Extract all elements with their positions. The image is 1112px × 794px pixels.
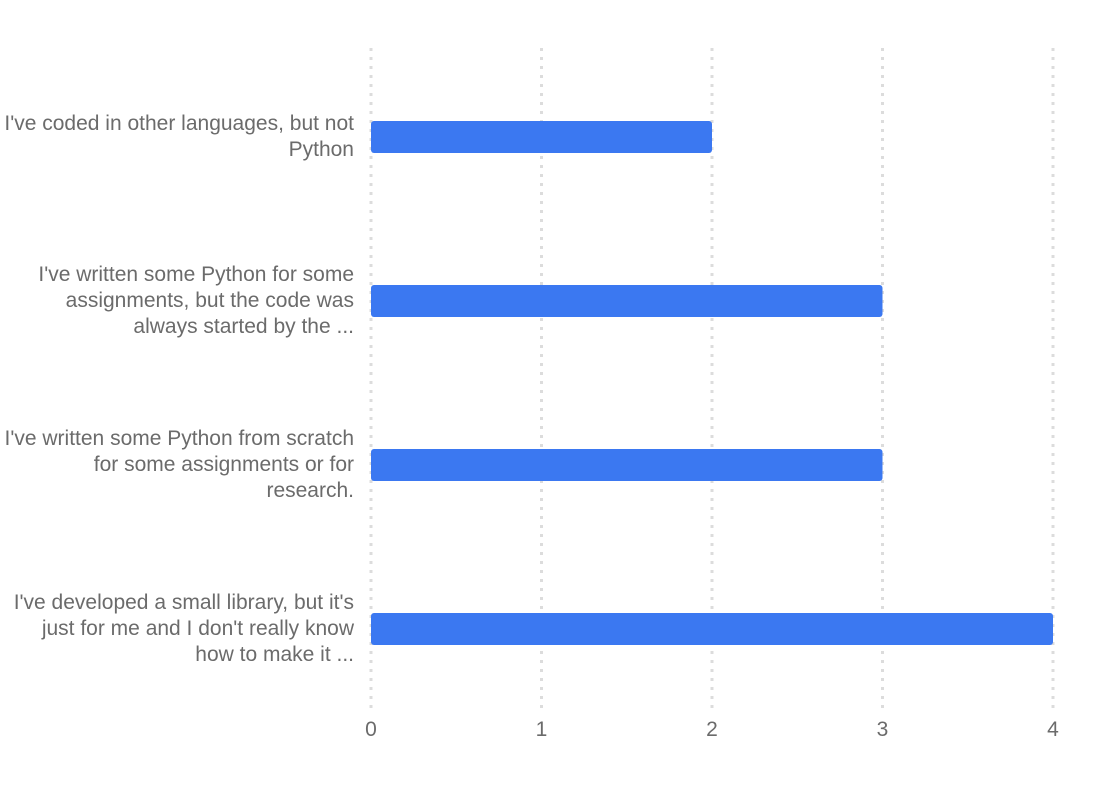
x-tick-label-1: 1 [536, 718, 548, 741]
bar-2[interactable] [371, 285, 883, 317]
bar-3[interactable] [371, 449, 883, 481]
category-label-2: I've written some Python for some assign… [38, 263, 354, 338]
bar-4[interactable] [371, 613, 1053, 645]
bar-1[interactable] [371, 121, 712, 153]
category-label-1: I've coded in other languages, but not P… [4, 112, 354, 161]
category-label-4: I've developed a small library, but it's… [13, 591, 354, 666]
x-tick-label-2: 2 [706, 718, 718, 741]
x-tick-label-0: 0 [365, 718, 377, 741]
x-tick-label-4: 4 [1047, 718, 1059, 741]
category-label-3: I've written some Python from scratch fo… [4, 427, 354, 502]
x-tick-label-3: 3 [877, 718, 889, 741]
